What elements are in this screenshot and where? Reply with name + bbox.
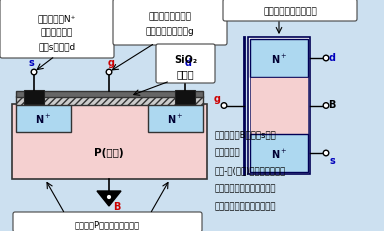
Text: B: B bbox=[113, 201, 121, 211]
Text: 低掺杂的P型半导体作为衬底: 低掺杂的P型半导体作为衬底 bbox=[75, 219, 140, 228]
Bar bbox=[175, 91, 195, 105]
Circle shape bbox=[323, 56, 329, 61]
Bar bbox=[248, 38, 310, 174]
Circle shape bbox=[106, 194, 112, 200]
FancyBboxPatch shape bbox=[156, 45, 215, 84]
Bar bbox=[148, 105, 203, 132]
Circle shape bbox=[323, 151, 329, 156]
Bar bbox=[12, 105, 207, 179]
Text: g: g bbox=[214, 94, 220, 104]
Circle shape bbox=[106, 70, 112, 76]
Text: 当栅-源(衬底)间电压变化时，: 当栅-源(衬底)间电压变化时， bbox=[215, 165, 286, 174]
FancyBboxPatch shape bbox=[0, 0, 114, 59]
Text: SiO₂: SiO₂ bbox=[174, 55, 197, 65]
Bar bbox=[16, 97, 203, 106]
Text: N$^+$: N$^+$ bbox=[271, 52, 287, 65]
FancyBboxPatch shape bbox=[223, 0, 357, 22]
Bar bbox=[16, 105, 71, 132]
Polygon shape bbox=[97, 191, 121, 206]
Text: N$^+$: N$^+$ bbox=[167, 112, 183, 125]
Text: 区，分别引出: 区，分别引出 bbox=[41, 28, 73, 37]
Text: 一起使用。: 一起使用。 bbox=[215, 147, 241, 156]
Text: N$^+$: N$^+$ bbox=[35, 112, 51, 125]
Text: d: d bbox=[184, 58, 192, 68]
Text: d: d bbox=[328, 53, 336, 63]
Text: B: B bbox=[328, 100, 336, 110]
Bar bbox=[250, 40, 308, 78]
Text: 源极s和漏极d: 源极s和漏极d bbox=[38, 42, 76, 51]
Text: g: g bbox=[108, 58, 114, 68]
FancyBboxPatch shape bbox=[113, 0, 227, 46]
Text: 栅板和衬底间形成电容: 栅板和衬底间形成电容 bbox=[263, 7, 317, 16]
Text: s: s bbox=[329, 155, 335, 165]
Bar bbox=[250, 134, 308, 172]
Text: 绝缘层上制作一层: 绝缘层上制作一层 bbox=[149, 12, 192, 21]
Text: 绝缘层: 绝缘层 bbox=[177, 69, 194, 79]
Circle shape bbox=[182, 70, 188, 76]
FancyBboxPatch shape bbox=[13, 212, 202, 231]
Text: N$^+$: N$^+$ bbox=[271, 147, 287, 160]
Text: 将改变衬底靠近绝缘层附处: 将改变衬底靠近绝缘层附处 bbox=[215, 183, 276, 192]
Text: 金属铝，引出栅极g: 金属铝，引出栅极g bbox=[146, 27, 194, 36]
Text: 通常将衬底B与源极s接在: 通常将衬底B与源极s接在 bbox=[215, 129, 277, 138]
Text: 两个高掺杂N⁺: 两个高掺杂N⁺ bbox=[38, 14, 76, 23]
Circle shape bbox=[31, 70, 37, 76]
Bar bbox=[24, 91, 44, 105]
Circle shape bbox=[221, 103, 227, 109]
Text: 感应电荷的多少，从而控制: 感应电荷的多少，从而控制 bbox=[215, 201, 276, 210]
Circle shape bbox=[323, 103, 329, 109]
Bar bbox=[250, 78, 308, 134]
Text: s: s bbox=[28, 58, 34, 68]
Bar bbox=[16, 92, 203, 97]
Text: P(衬底): P(衬底) bbox=[94, 147, 124, 157]
